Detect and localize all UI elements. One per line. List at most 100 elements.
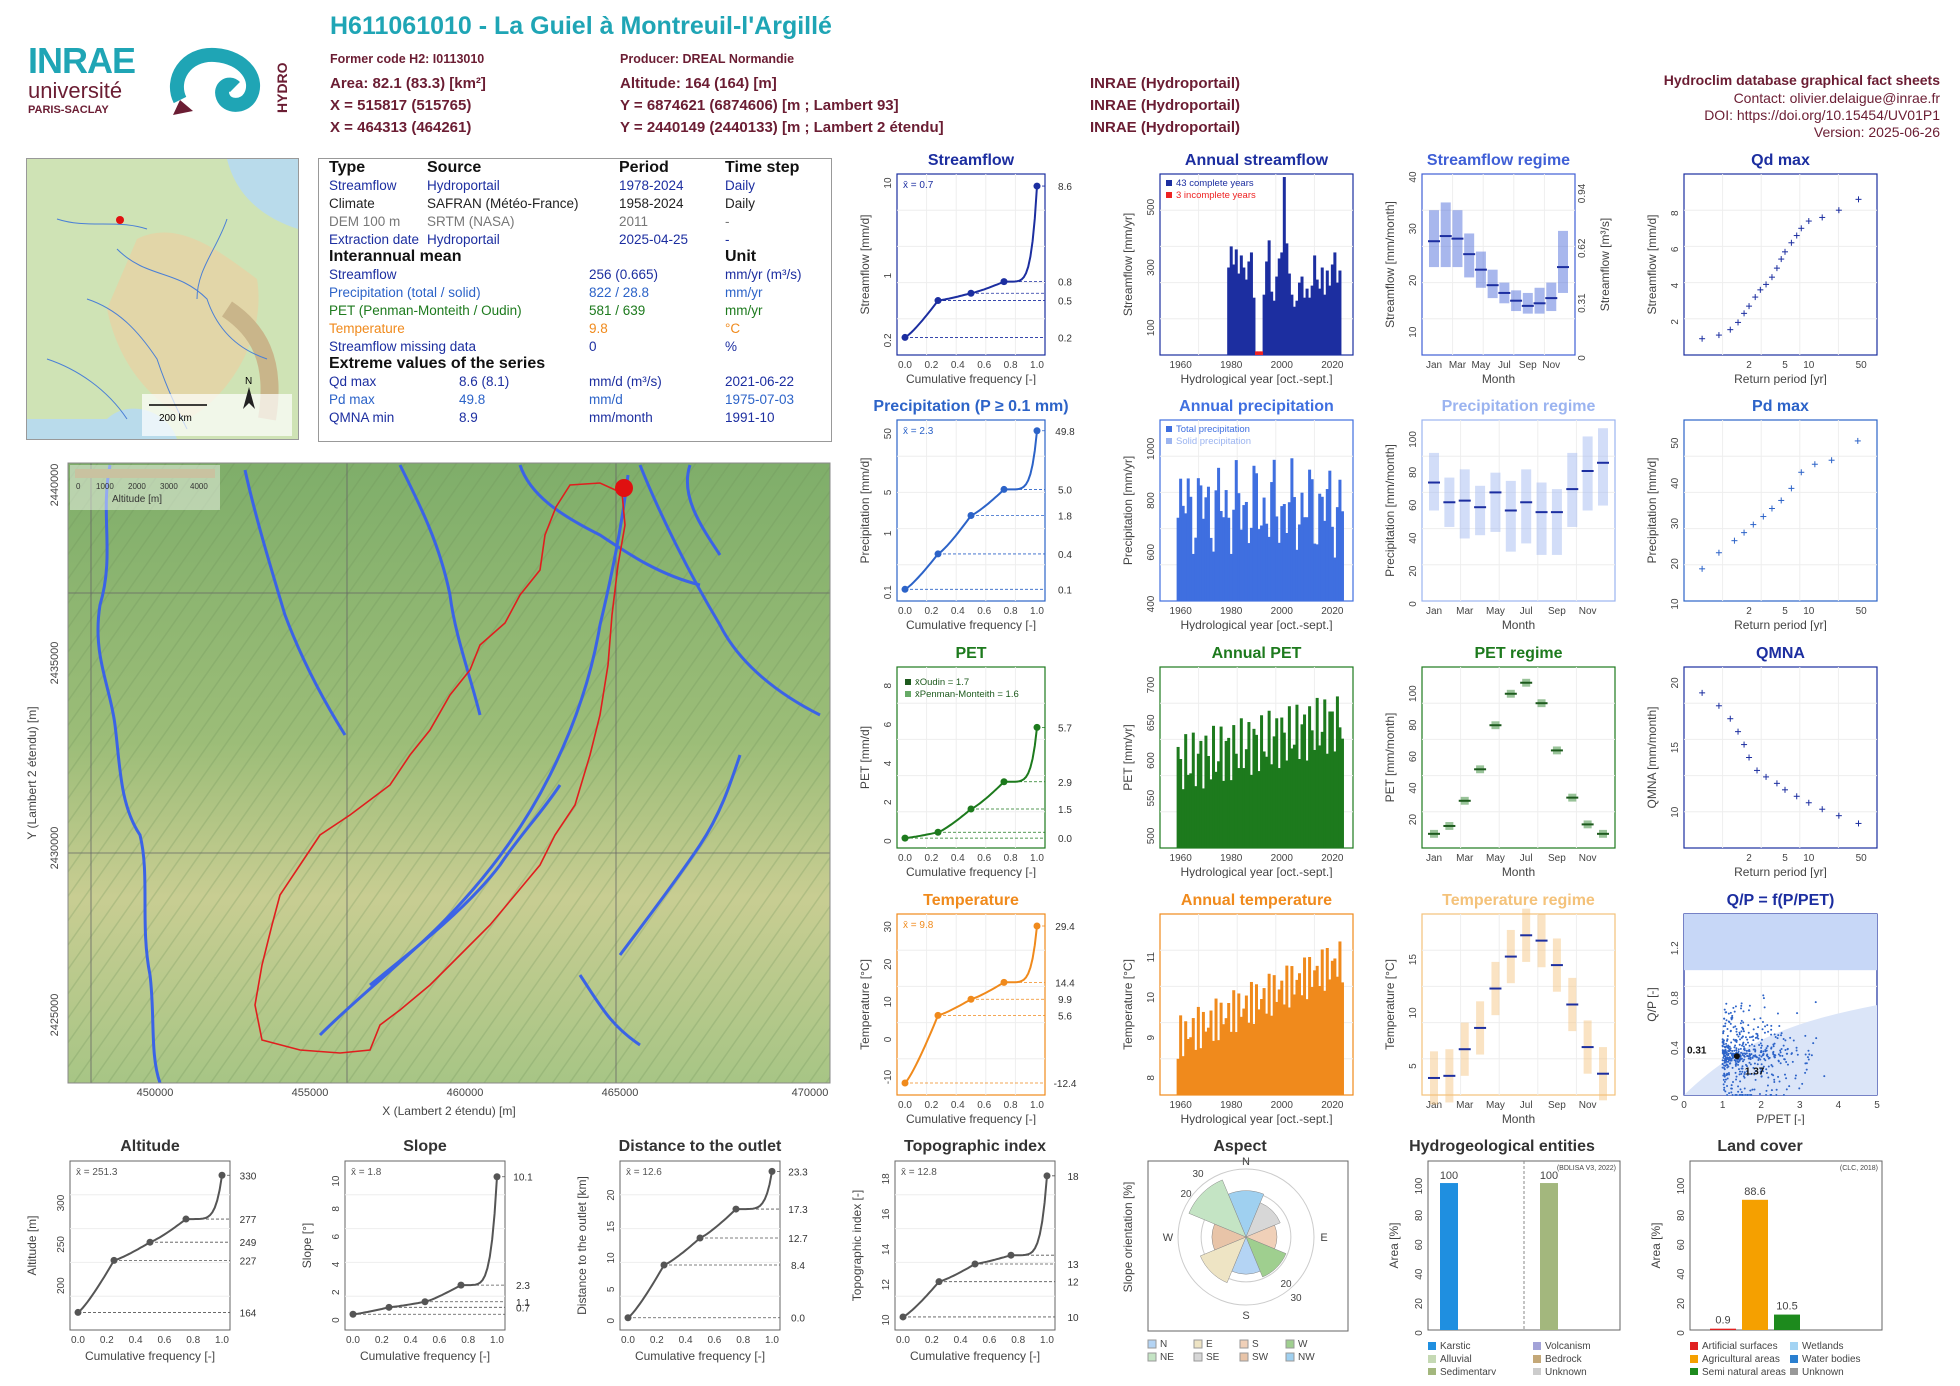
y-tick-label: 500: [1146, 198, 1157, 215]
y-tick-label: 10: [1146, 991, 1157, 1003]
qp-point: [1724, 1046, 1726, 1048]
contact[interactable]: Contact: olivier.delaigue@inrae.fr: [1734, 90, 1940, 106]
x-tick-label: 0.2: [650, 1335, 664, 1346]
x-tick-label: 5: [1782, 360, 1788, 371]
legend-text: Total precipitation: [1176, 424, 1250, 435]
extreme-date: 2021-06-22: [725, 374, 794, 389]
x-tick-label: 0.6: [977, 853, 991, 864]
x-tick-label: 2000: [1271, 853, 1294, 864]
regime-box: [1546, 283, 1556, 311]
right-value-label: 49.8: [1055, 427, 1075, 438]
x-tick-label: 1960: [1170, 1100, 1193, 1111]
qp-point: [1777, 1076, 1779, 1078]
qp-point: [1735, 1065, 1737, 1067]
y-tick-label: 0: [1408, 601, 1419, 607]
qp-point: [1737, 1091, 1739, 1093]
qp-point: [1749, 1090, 1751, 1092]
qp-point: [1757, 1059, 1759, 1061]
qp-point: [1731, 1050, 1733, 1052]
x-axis-label: Month: [1482, 372, 1515, 385]
extreme-unit: mm/d: [589, 392, 623, 407]
regime-box: [1488, 270, 1498, 298]
qp-point: [1740, 1022, 1742, 1024]
right-value-label: 0.2: [1058, 333, 1072, 344]
qp-point: [1723, 1025, 1725, 1027]
legend-text: Semi natural areas: [1702, 1367, 1786, 1375]
qp-point: [1742, 1028, 1744, 1030]
hdr-mean: Interannual mean: [329, 248, 461, 266]
source-label: (CLC, 2018): [1840, 1165, 1878, 1172]
src-y: INRAE (Hydroportail): [1090, 119, 1240, 136]
qp-point: [1781, 1055, 1783, 1057]
qp-point: [1724, 1074, 1726, 1076]
qp-point: [1812, 1042, 1814, 1044]
y-tick-label: 4: [331, 1261, 342, 1267]
y-tick-label: 0: [883, 838, 894, 844]
qp-point: [1767, 1045, 1769, 1047]
qp-point: [1740, 1056, 1742, 1058]
qp-point: [1740, 1007, 1742, 1009]
outlet-marker: [615, 479, 633, 497]
regime-box: [1441, 202, 1451, 267]
qp-point: [1739, 1094, 1741, 1096]
right-value-label: 1.5: [1058, 805, 1072, 816]
doi-link[interactable]: DOI: https://doi.org/10.15454/UV01P1: [1704, 107, 1940, 123]
mean-unit: mm/yr: [725, 303, 763, 318]
chart-qp_ppet: Q/P = f(P/PET)P/PET [-]Q/P [-]0.311.370 1…: [1642, 890, 1887, 1125]
qp-point: [1766, 1050, 1768, 1052]
right-value-label: 8.4: [791, 1261, 805, 1272]
x-tick-label: 2: [1746, 853, 1752, 864]
x-tick-label: 1.0: [215, 1335, 229, 1346]
qp-point: [1788, 1085, 1790, 1087]
qp-point: [1743, 1030, 1745, 1032]
y-axis-label: Distance to the outlet [km]: [575, 1176, 589, 1315]
qp-point: [1764, 1025, 1766, 1027]
chart-annual_streamflow: Annual streamflowHydrological year [oct.…: [1118, 150, 1363, 385]
chart-qd_max: Qd maxReturn period [yr]Streamflow [mm/d…: [1642, 150, 1887, 385]
x-tick-label: 0.4: [404, 1335, 418, 1346]
x-tick-label: 2000: [1271, 1100, 1294, 1111]
y-tick-label: 60: [1676, 1239, 1687, 1251]
chart-hydrogeo: Hydrogeological entities020406080100Area…: [1380, 1135, 1625, 1375]
qp-point: [1722, 1031, 1724, 1033]
y-axis-label: Altitude [m]: [25, 1215, 39, 1275]
legend-swatch: [1148, 1340, 1156, 1348]
y-tick-label: 6: [1670, 246, 1681, 252]
right-value-label: 12.7: [788, 1234, 808, 1245]
rose-dir-label: S: [1242, 1310, 1249, 1322]
plot-frame: [897, 420, 1045, 601]
y-tick-label: 8: [1670, 210, 1681, 216]
legend-swatch: [1428, 1355, 1436, 1363]
y-axis-label: Temperature [°C]: [1121, 959, 1135, 1050]
y-tick-label: 1: [883, 272, 894, 278]
rose-ring-label: 30: [1192, 1169, 1204, 1180]
qp-point: [1739, 1038, 1741, 1040]
qp-point: [1739, 1032, 1741, 1034]
chart-title: Annual streamflow: [1185, 152, 1329, 169]
row-type: Streamflow: [329, 178, 397, 193]
minimap-svg: 200 km N: [27, 159, 298, 439]
y-axis-label: PET [mm/yr]: [1121, 724, 1135, 790]
x-tick-label: 2020: [1321, 853, 1344, 864]
qp-point: [1748, 1062, 1750, 1064]
qp-point: [1740, 1048, 1742, 1050]
y-tick-label: 0: [331, 1317, 342, 1323]
chart-title: PET: [955, 645, 986, 662]
bar-value-label: 0.9: [1715, 1315, 1730, 1327]
hydro-logo: HYDRO: [165, 45, 295, 120]
legend-text: Unknown: [1802, 1367, 1844, 1375]
extreme-name: Qd max: [329, 374, 376, 389]
bar: [1742, 1200, 1768, 1330]
x-tick-label: 0.6: [977, 360, 991, 371]
qp-point: [1743, 1045, 1745, 1047]
x-tick-label: 0.4: [951, 606, 965, 617]
qp-point: [1787, 1048, 1789, 1050]
y-tick-label: 11: [1146, 952, 1157, 963]
y-l2e: Y = 2440149 (2440133) [m ; Lambert 2 éte…: [620, 119, 944, 136]
x-tick-label: 0.0: [71, 1335, 85, 1346]
regime-box: [1523, 293, 1533, 314]
x-tick-label: May: [1486, 853, 1505, 864]
legend-text: Volcanism: [1545, 1341, 1591, 1352]
map-xlabel: X (Lambert 2 étendu) [m]: [382, 1104, 515, 1118]
y-l93: Y = 6874621 (6874606) [m ; Lambert 93]: [620, 97, 899, 114]
